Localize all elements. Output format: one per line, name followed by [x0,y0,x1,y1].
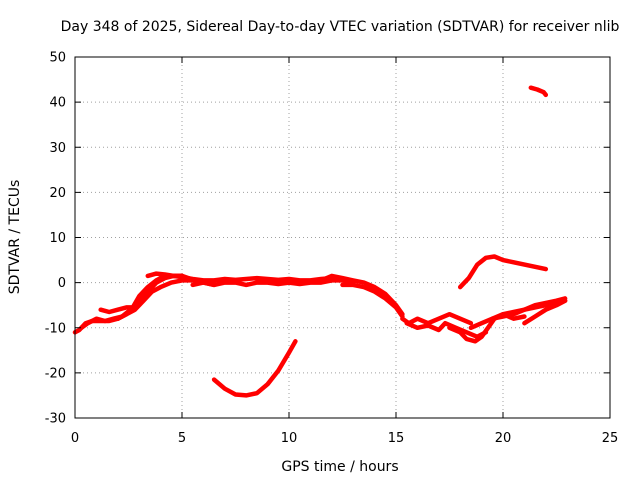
y-tick-label: 20 [49,186,66,201]
series-track-10 [404,320,489,340]
y-tick-label: 30 [49,141,66,156]
x-tick-label: 10 [281,431,298,446]
x-tick-label: 5 [178,431,186,446]
y-tick-label: -10 [45,321,66,336]
series-track-9 [400,311,474,326]
y-tick-label: 0 [58,276,66,291]
y-axis-label: SDTVAR / TECUs [7,180,23,295]
x-tick-label: 15 [388,431,405,446]
y-tick-labels: -30 -20 -10 0 10 20 30 40 50 [45,51,66,427]
series-layer [72,85,568,398]
x-axis-label: GPS time / hours [281,459,398,475]
series-track-14 [522,298,568,326]
y-tick-label: 40 [49,96,66,111]
series-track-4 [115,278,217,321]
series-track-17 [211,339,298,398]
x-tick-label: 20 [495,431,512,446]
y-tick-label: -30 [45,412,66,427]
series-track-13 [490,296,568,321]
chart-title: Day 348 of 2025, Sidereal Day-to-day VTE… [61,19,620,35]
y-tick-label: 10 [49,231,66,246]
series-track-8 [340,282,405,319]
y-tick-label: 50 [49,51,66,66]
y-tick-label: -20 [45,366,66,381]
x-tick-label: 25 [602,431,619,446]
plot-frame [74,56,611,419]
grid [75,57,610,418]
series-track-15 [457,254,549,290]
series-track-5 [145,271,335,283]
series-track-16 [528,85,549,98]
series-track-7 [318,273,405,317]
x-tick-labels: 0 5 10 15 20 25 [71,431,618,446]
x-tick-label: 0 [71,431,79,446]
series-track-6 [190,278,356,288]
